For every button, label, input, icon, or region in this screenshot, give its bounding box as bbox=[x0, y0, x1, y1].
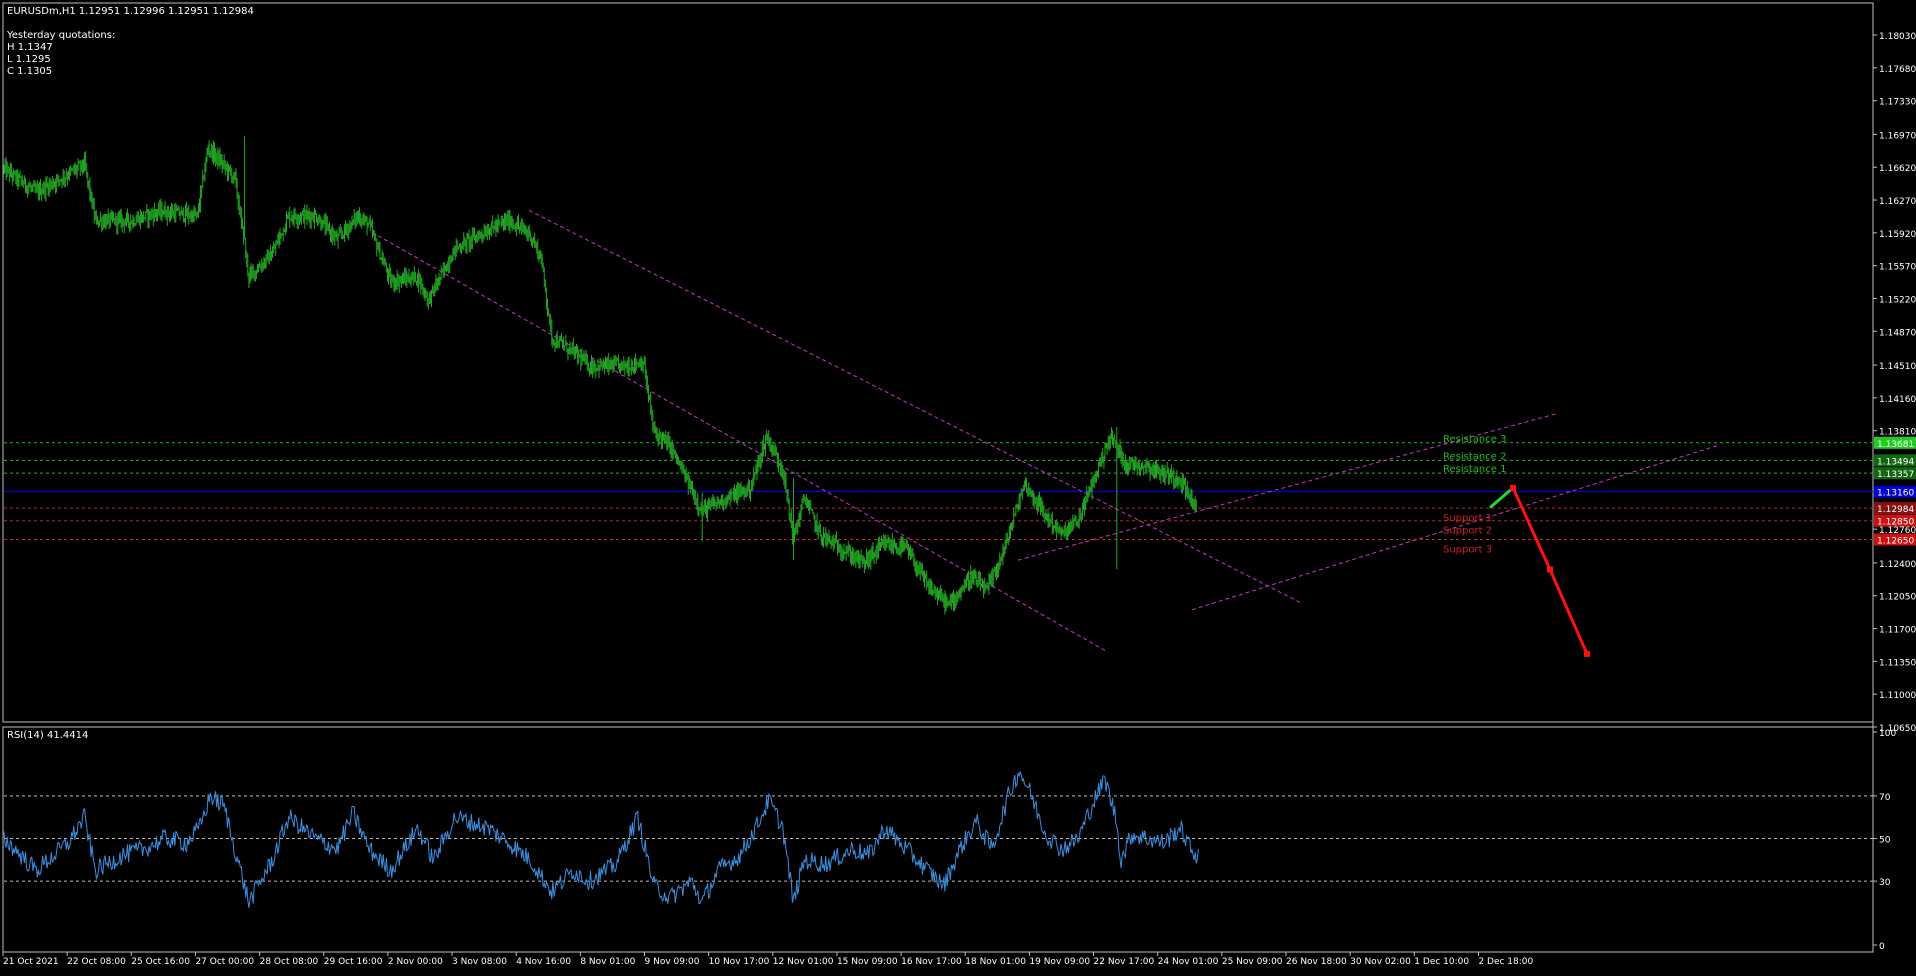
time-tick-label-0: 21 Oct 2021 bbox=[3, 957, 59, 967]
price-tick-label-18: 1.11000 bbox=[1879, 691, 1916, 701]
forecast-arrows bbox=[1489, 484, 1590, 657]
level-tag-6: 1.12650 bbox=[1877, 536, 1914, 546]
time-tick-label-7: 3 Nov 08:00 bbox=[452, 957, 507, 967]
level-label-0: Resistance 3 bbox=[1443, 434, 1506, 445]
level-tag-bg-3 bbox=[1874, 485, 1916, 498]
level-tag-bg-4 bbox=[1874, 502, 1916, 515]
time-tick-label-10: 9 Nov 09:00 bbox=[645, 957, 700, 967]
time-tick-label-16: 19 Nov 09:00 bbox=[1029, 957, 1090, 967]
yesterday-low: L 1.1295 bbox=[7, 54, 51, 65]
time-tick-label-2: 25 Oct 16:00 bbox=[131, 957, 190, 967]
forecast-point-0 bbox=[1510, 484, 1516, 491]
symbol-quote-line: EURUSDm,H1 1.12951 1.12996 1.12951 1.129… bbox=[7, 6, 254, 17]
time-tick-label-23: 2 Dec 18:00 bbox=[1478, 957, 1533, 967]
price-tick-label-12: 1.13810 bbox=[1879, 428, 1916, 438]
price-tick-label-5: 1.16270 bbox=[1879, 197, 1916, 207]
level-tag-bg-0 bbox=[1874, 436, 1916, 449]
yesterday-high: H 1.1347 bbox=[7, 42, 53, 53]
forecast-up-line bbox=[1489, 486, 1514, 509]
price-tick-label-15: 1.12050 bbox=[1879, 593, 1916, 603]
time-tick-label-17: 22 Nov 17:00 bbox=[1094, 957, 1155, 967]
level-tag-bg-6 bbox=[1874, 533, 1916, 546]
price-tick-label-10: 1.14510 bbox=[1879, 362, 1916, 372]
forecast-point-1 bbox=[1547, 566, 1553, 573]
price-bars bbox=[3, 136, 1197, 615]
price-tick-label-19: 1.10650 bbox=[1879, 724, 1916, 734]
forecast-point-2 bbox=[1584, 650, 1590, 657]
time-tick-label-21: 30 Nov 02:00 bbox=[1350, 957, 1411, 967]
time-tick-label-11: 10 Nov 17:00 bbox=[709, 957, 770, 967]
level-label-5: Support 2 bbox=[1443, 526, 1492, 537]
channel-line-3 bbox=[1191, 444, 1721, 611]
time-tick-label-12: 12 Nov 01:00 bbox=[773, 957, 834, 967]
price-tick-label-16: 1.11700 bbox=[1879, 626, 1916, 636]
level-tag-bg-2 bbox=[1874, 467, 1916, 480]
level-tag-0: 1.13681 bbox=[1877, 440, 1914, 450]
rsi-indicator bbox=[3, 770, 1873, 908]
time-tick-label-22: 1 Dec 10:00 bbox=[1414, 957, 1469, 967]
yesterday-title: Yesterday quotations: bbox=[7, 30, 116, 41]
price-tick-label-8: 1.15220 bbox=[1879, 295, 1916, 305]
time-tick-label-20: 26 Nov 18:00 bbox=[1286, 957, 1347, 967]
level-tag-5: 1.12850 bbox=[1877, 518, 1914, 528]
rsi-tick-label-2: 50 bbox=[1879, 836, 1891, 846]
rsi-tick-label-1: 70 bbox=[1879, 793, 1891, 803]
sr-levels: Resistance 3 1.13681 Resistance 2 1.13494 Re… bbox=[4, 434, 1916, 555]
price-tick-label-14: 1.12400 bbox=[1879, 560, 1916, 570]
rsi-line bbox=[3, 770, 1199, 908]
time-tick-label-5: 29 Oct 16:00 bbox=[324, 957, 383, 967]
price-tick-label-2: 1.17330 bbox=[1879, 98, 1916, 108]
time-tick-label-13: 15 Nov 09:00 bbox=[837, 957, 898, 967]
price-tick-label-13: 1.12760 bbox=[1879, 526, 1916, 536]
channel-line-2 bbox=[1017, 413, 1557, 561]
price-tick-label-0: 1.18030 bbox=[1879, 32, 1916, 42]
level-tag-2: 1.13357 bbox=[1877, 470, 1914, 480]
level-label-2: Resistance 1 bbox=[1443, 464, 1506, 475]
time-tick-label-14: 16 Nov 17:00 bbox=[901, 957, 962, 967]
rsi-tick-label-3: 30 bbox=[1879, 878, 1891, 888]
time-tick-label-6: 2 Nov 00:00 bbox=[388, 957, 443, 967]
price-tick-label-7: 1.15570 bbox=[1879, 263, 1916, 273]
price-tick-label-9: 1.14870 bbox=[1879, 328, 1916, 338]
yesterday-close: C 1.1305 bbox=[7, 66, 53, 77]
price-tick-label-4: 1.16620 bbox=[1879, 164, 1916, 174]
time-tick-label-1: 22 Oct 08:00 bbox=[67, 957, 126, 967]
time-tick-label-8: 4 Nov 16:00 bbox=[516, 957, 571, 967]
rsi-title: RSI(14) 41.4414 bbox=[7, 730, 89, 741]
time-tick-label-3: 27 Oct 00:00 bbox=[195, 957, 254, 967]
time-tick-label-18: 24 Nov 01:00 bbox=[1158, 957, 1219, 967]
rsi-tick-label-4: 0 bbox=[1879, 942, 1885, 952]
price-tick-label-1: 1.17680 bbox=[1879, 65, 1916, 75]
level-tag-3: 1.13160 bbox=[1877, 489, 1914, 499]
rsi-tick-label-0: 100 bbox=[1879, 729, 1896, 739]
time-tick-label-19: 25 Nov 09:00 bbox=[1222, 957, 1283, 967]
time-axis: 21 Oct 2021 22 Oct 08:00 25 Oct 16:00 27 Oc… bbox=[2, 952, 1534, 967]
level-label-1: Resistance 2 bbox=[1443, 451, 1506, 462]
level-label-6: Support 3 bbox=[1443, 544, 1492, 555]
trend-channel bbox=[377, 209, 1721, 652]
level-tag-4: 1.12984 bbox=[1877, 505, 1914, 515]
price-tick-label-6: 1.15920 bbox=[1879, 230, 1916, 240]
time-tick-label-15: 18 Nov 01:00 bbox=[965, 957, 1026, 967]
price-axis: 1.18030 1.17680 1.17330 1.16970 1.16620 1.162… bbox=[1873, 32, 1916, 952]
level-label-4: Support 1 bbox=[1443, 513, 1492, 524]
price-tick-label-11: 1.14160 bbox=[1879, 395, 1916, 405]
price-tick-label-3: 1.16970 bbox=[1879, 131, 1916, 141]
time-tick-label-4: 28 Oct 08:00 bbox=[260, 957, 319, 967]
price-tick-label-17: 1.11350 bbox=[1879, 658, 1916, 668]
time-tick-label-9: 8 Nov 01:00 bbox=[580, 957, 635, 967]
level-tag-bg-5 bbox=[1874, 514, 1916, 527]
level-tag-1: 1.13494 bbox=[1877, 457, 1914, 467]
level-tag-bg-1 bbox=[1874, 454, 1916, 467]
